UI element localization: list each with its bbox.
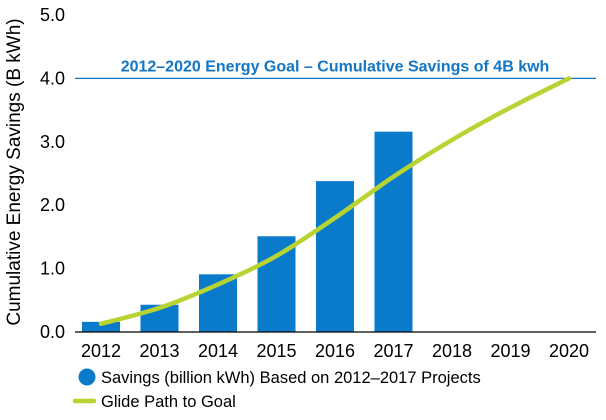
goal-label: 2012–2020 Energy Goal – Cumulative Savin… [121,58,550,75]
y-tick-label: 1.0 [40,259,65,279]
y-tick-label: 2.0 [40,195,65,215]
bar-2015 [257,236,296,332]
legend-bar-label: Savings (billion kWh) Based on 2012–2017… [101,369,481,387]
x-tick-label: 2019 [490,341,530,361]
bar-2012 [82,321,120,332]
legend-line-label: Glide Path to Goal [101,393,236,411]
bar-2017 [374,131,413,332]
y-tick-label: 5.0 [40,5,65,25]
glide-path-line [98,76,572,327]
x-tick-label: 2013 [139,341,179,361]
x-tick-label: 2018 [432,341,472,361]
x-tick-label: 2012 [81,341,121,361]
x-tick-label: 2014 [198,341,238,361]
y-tick-label: 4.0 [40,68,65,88]
legend: Savings (billion kWh) Based on 2012–2017… [72,368,481,411]
x-tick-label: 2015 [256,341,296,361]
x-tick-label: 2017 [373,341,413,361]
bar-2016 [316,181,354,332]
y-axis-label: Cumulative Energy Savings (B kWh) [4,18,25,325]
x-tick-label: 2020 [549,341,589,361]
x-tick-label: 2016 [315,341,355,361]
legend-bar-swatch [78,368,96,386]
y-tick-label: 0.0 [40,322,65,342]
y-tick-label: 3.0 [40,132,65,152]
